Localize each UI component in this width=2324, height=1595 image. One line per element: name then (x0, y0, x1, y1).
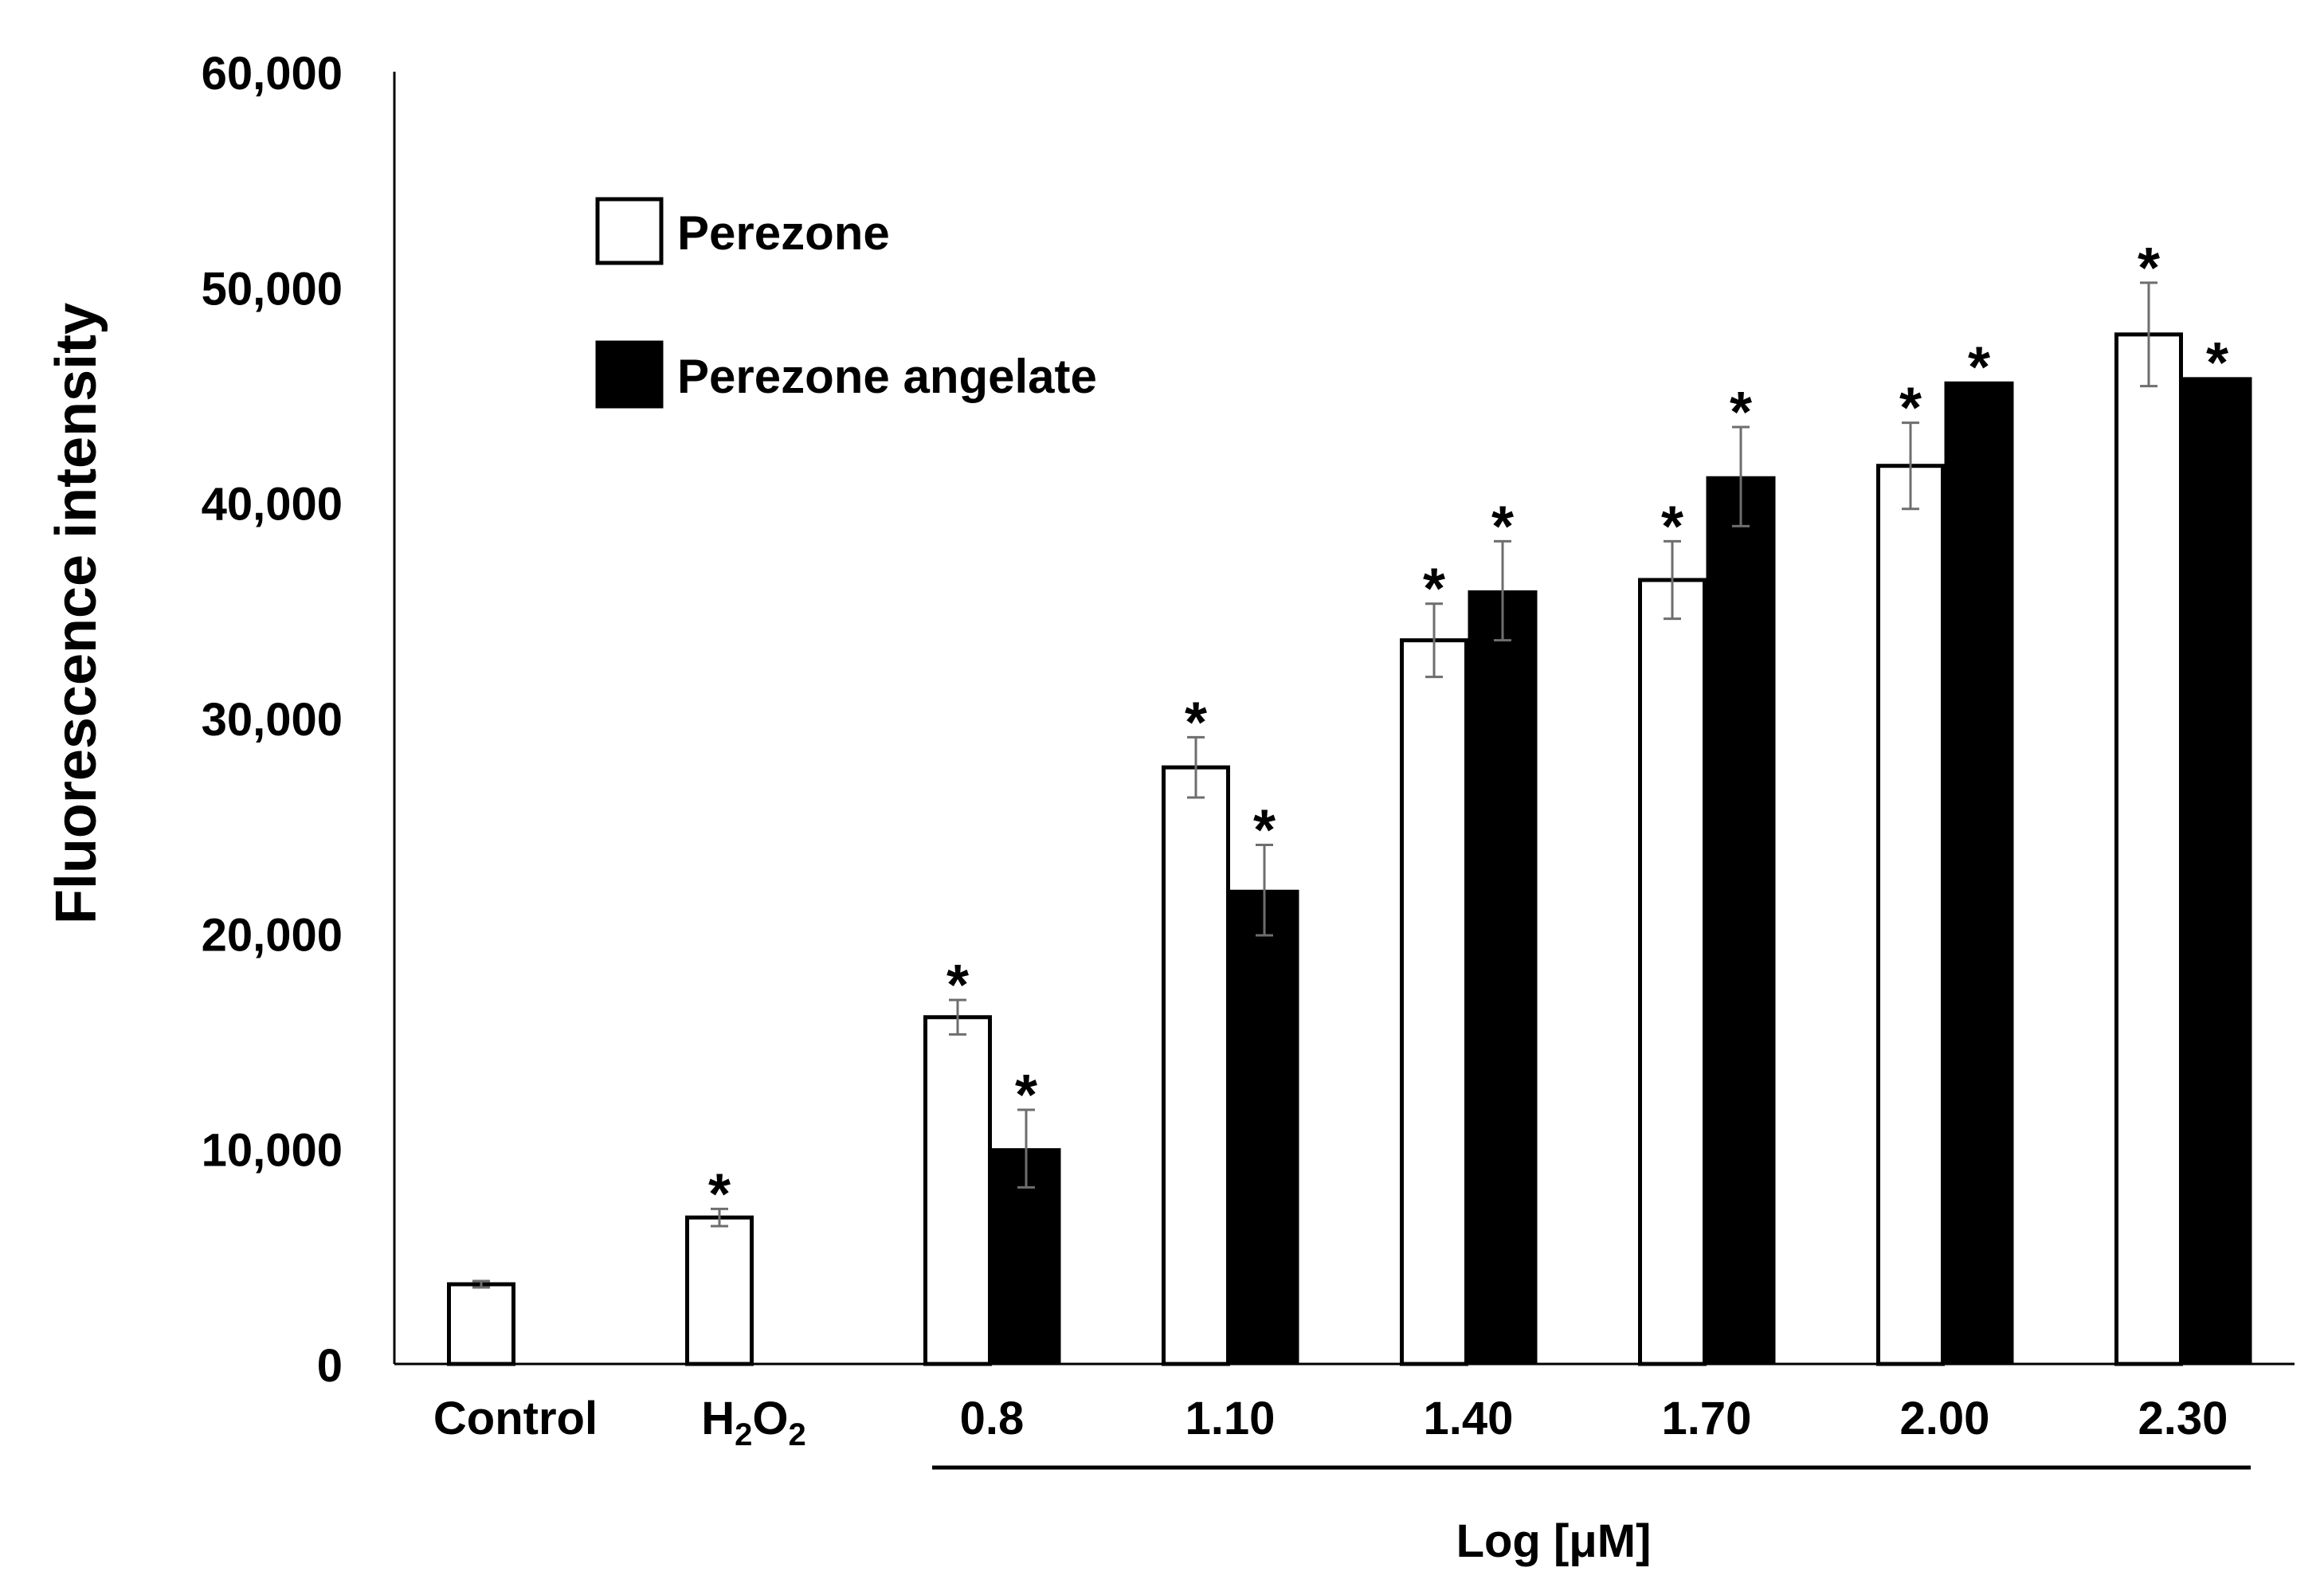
y-axis-label: Fluorescence intensity (45, 303, 108, 924)
bar-perezone-angelate (1468, 590, 1538, 1365)
bar-perezone (2114, 332, 2183, 1366)
bar-perezone (685, 1215, 754, 1366)
significance-asterisk: * (2138, 237, 2160, 300)
significance-marks: * * * * * * * * * * * * * (708, 237, 2228, 1226)
significance-asterisk: * (1661, 495, 1683, 558)
error-bars (472, 281, 2157, 1289)
significance-asterisk: * (2206, 331, 2228, 395)
y-tick-label: 10,000 (202, 1125, 343, 1177)
bar-perezone (1162, 765, 1230, 1366)
x-tick-label: 2.30 (2138, 1393, 2228, 1444)
bar-perezone-angelate (1706, 476, 1776, 1365)
x-tick-label-part: O (752, 1393, 788, 1444)
y-tick-labels: 0 10,000 20,000 30,000 40,000 50,000 60,000 (202, 48, 343, 1392)
significance-asterisk: * (1899, 377, 1922, 441)
legend-label-perezone: Perezone (677, 206, 890, 260)
y-tick-label: 60,000 (202, 48, 343, 100)
y-tick-label: 50,000 (202, 263, 343, 315)
x-tick-label-part: H (701, 1393, 735, 1444)
legend-swatch-perezone (595, 197, 664, 265)
significance-asterisk: * (708, 1162, 731, 1226)
y-tick-label: 20,000 (202, 909, 343, 961)
legend-label-perezone-angelate: Perezone angelate (677, 350, 1097, 403)
bar-perezone (1400, 638, 1468, 1366)
significance-asterisk: * (1185, 691, 1207, 754)
significance-asterisk: * (946, 954, 969, 1017)
x-tick-label: Control (433, 1393, 598, 1444)
bar-perezone (1638, 578, 1707, 1366)
bar-perezone-angelate (1944, 381, 2014, 1365)
significance-asterisk: * (1968, 335, 1990, 399)
y-tick-label: 0 (317, 1340, 343, 1392)
significance-asterisk: * (1015, 1064, 1037, 1127)
bars (447, 332, 2252, 1366)
significance-asterisk: * (1730, 381, 1752, 445)
x-tick-label: 1.70 (1662, 1393, 1752, 1444)
x-tick-label-part: 2 (789, 1417, 806, 1452)
legend: Perezone Perezone angelate (595, 197, 1097, 409)
y-tick-label: 40,000 (202, 479, 343, 531)
bar-perezone (1876, 464, 1945, 1366)
x-tick-label: 1.10 (1186, 1393, 1276, 1444)
significance-asterisk: * (1423, 558, 1445, 621)
x-axis-label: Log [μM] (1456, 1515, 1652, 1567)
bar-perezone (447, 1282, 515, 1366)
x-tick-label-part: 2 (735, 1417, 752, 1452)
legend-swatch-perezone-angelate (595, 340, 664, 409)
bar-perezone-angelate (2182, 377, 2252, 1365)
x-tick-label: 1.40 (1424, 1393, 1514, 1444)
bar-perezone (923, 1015, 992, 1366)
bar-perezone-angelate (1229, 889, 1299, 1365)
x-tick-label: 0.8 (960, 1393, 1025, 1444)
x-tick-label: 2.00 (1900, 1393, 1990, 1444)
x-tick-labels: Control H2O2 0.8 1.10 1.40 1.70 2.00 2.30 (433, 1393, 2228, 1452)
y-tick-label: 30,000 (202, 694, 343, 746)
significance-asterisk: * (1491, 495, 1514, 558)
x-tick-label: H2O2 (701, 1393, 806, 1452)
significance-asterisk: * (1253, 798, 1276, 862)
